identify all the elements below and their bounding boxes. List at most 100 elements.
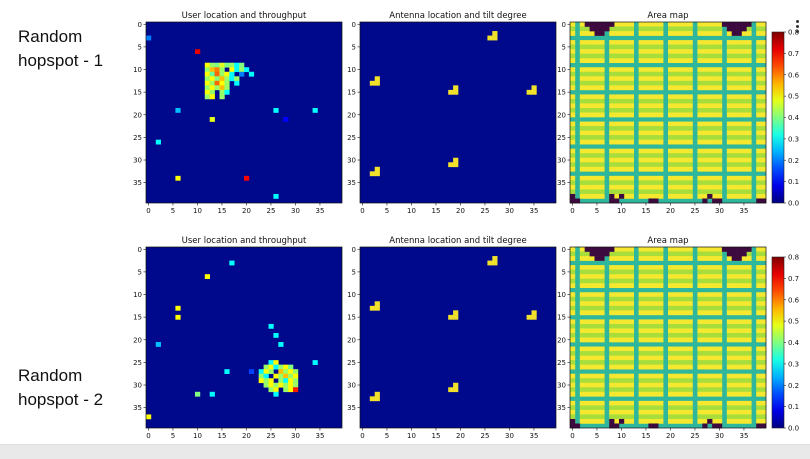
area-dark-cell <box>614 423 620 429</box>
area-cell <box>668 319 674 325</box>
area-cell <box>594 373 600 379</box>
x-tick-label: 25 <box>690 432 699 440</box>
area-cell <box>638 418 644 424</box>
area-cell <box>638 71 644 77</box>
area-cell <box>638 103 644 109</box>
area-cell <box>712 175 718 181</box>
area-cell <box>682 130 688 136</box>
area-cell <box>741 278 747 284</box>
area-cell <box>628 22 634 27</box>
area-cell <box>668 26 674 32</box>
area-cell <box>589 166 595 172</box>
area-cell <box>623 323 630 329</box>
area-dark-cell <box>609 198 615 204</box>
row-label-line2: hopspot - 1 <box>18 51 104 70</box>
area-cell <box>619 332 625 338</box>
area-cell <box>682 373 688 379</box>
area-cell <box>731 189 737 195</box>
area-cell <box>648 103 654 109</box>
area-cell <box>609 94 615 100</box>
x-tick-label: 35 <box>315 432 324 440</box>
area-cell <box>648 162 654 168</box>
heatmap-cell <box>214 85 220 91</box>
area-cell <box>614 256 620 261</box>
area-cell <box>599 387 605 393</box>
area-cell <box>579 49 585 54</box>
area-cell <box>712 387 718 393</box>
area-cell <box>614 22 620 27</box>
area-cell <box>579 364 585 370</box>
area-cell <box>570 278 576 284</box>
area-cell <box>614 296 620 302</box>
area-cell <box>746 175 752 181</box>
area-cell <box>677 26 683 32</box>
area-cell <box>687 296 693 302</box>
area-cell <box>653 292 659 298</box>
area-cell <box>741 121 747 127</box>
area-cell <box>761 107 767 113</box>
area-cell <box>682 251 688 257</box>
area-cell <box>599 121 605 127</box>
area-cell <box>682 360 688 365</box>
area-cell <box>712 283 718 289</box>
heatmap-cell <box>234 80 240 86</box>
heatmap-cell <box>209 71 215 77</box>
area-cell <box>746 256 752 261</box>
area-cell <box>579 184 585 190</box>
area-cell <box>702 40 708 45</box>
heatmap-cell <box>263 382 269 388</box>
area-cell <box>589 274 595 279</box>
area-cell <box>643 256 649 261</box>
antenna-marker <box>531 85 537 91</box>
area-cell <box>648 400 654 406</box>
area-cell <box>648 58 654 64</box>
area-cell <box>687 31 693 36</box>
area-dark-cell <box>599 26 605 32</box>
area-cell <box>672 139 679 145</box>
area-cell <box>697 180 703 186</box>
area-cell <box>712 153 718 159</box>
area-cell <box>589 107 595 113</box>
area-cell <box>570 153 576 159</box>
area-cell <box>584 175 590 181</box>
area-cell <box>756 269 762 275</box>
area-cell <box>648 94 654 100</box>
area-cell <box>756 355 762 361</box>
area-cell <box>702 305 708 311</box>
area-cell <box>677 157 683 163</box>
area-cell <box>668 305 674 311</box>
area-cell <box>658 58 664 64</box>
x-tick-label: 25 <box>690 207 699 215</box>
y-tick-label: 35 <box>133 179 142 187</box>
area-cell <box>623 251 630 257</box>
area-cell <box>736 139 742 145</box>
area-cell <box>717 175 723 181</box>
area-cell <box>707 265 713 270</box>
area-cell <box>638 301 644 307</box>
area-cell <box>682 292 688 298</box>
area-cell <box>731 332 737 338</box>
area-cell <box>599 148 605 154</box>
area-dark-cell <box>584 247 590 252</box>
area-cell <box>677 80 683 86</box>
area-cell <box>643 332 649 338</box>
area-cell <box>697 107 703 113</box>
area-cell <box>746 382 752 388</box>
area-cell <box>736 44 742 50</box>
area-cell <box>619 310 625 316</box>
area-cell <box>672 157 679 163</box>
heatmap-cell <box>293 387 299 393</box>
area-dark-cell <box>726 247 732 252</box>
area-cell <box>609 355 615 361</box>
area-cell <box>731 278 737 284</box>
area-cell <box>638 283 644 289</box>
area-cell <box>628 256 634 261</box>
area-cell <box>697 49 703 54</box>
area-cell <box>717 414 723 420</box>
area-cell <box>697 53 703 59</box>
area-cell <box>653 76 659 82</box>
area-cell <box>736 76 742 82</box>
menu-dots-icon[interactable] <box>796 20 802 35</box>
area-cell <box>658 283 664 289</box>
area-cell <box>741 332 747 338</box>
